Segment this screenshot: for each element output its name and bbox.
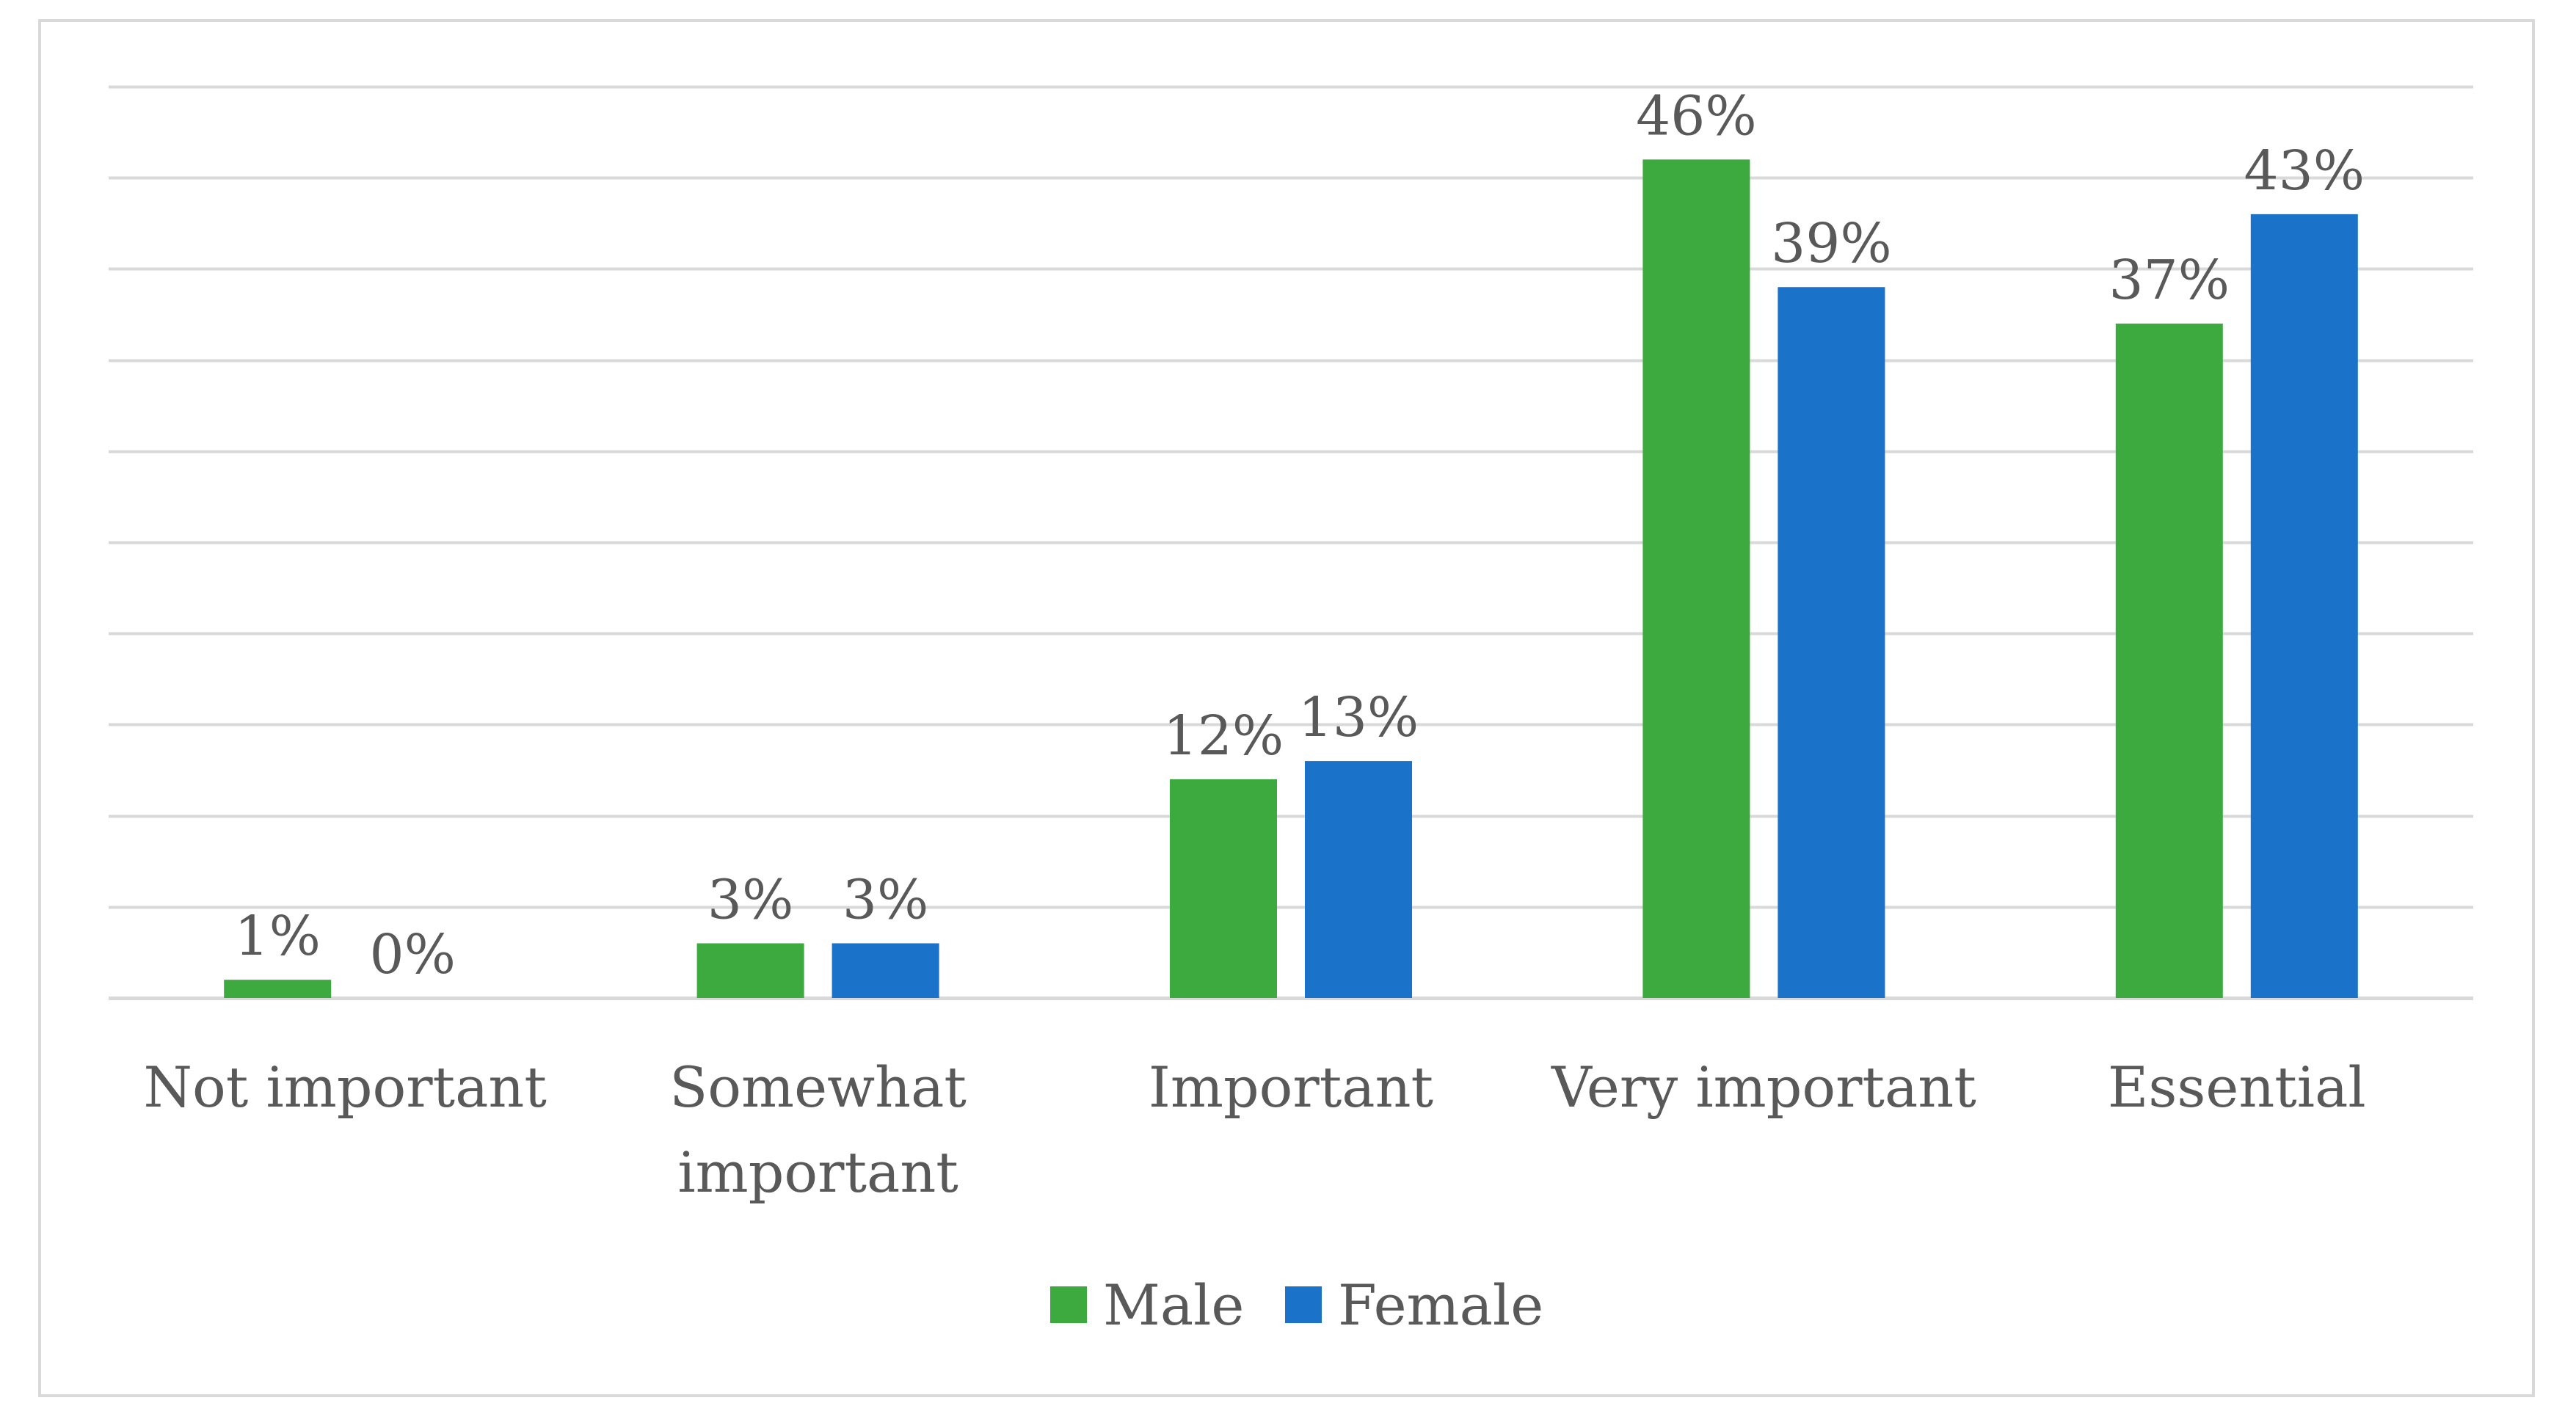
data-label: 46% <box>1636 84 1756 147</box>
data-label: 12% <box>1163 704 1284 768</box>
category-label: important <box>677 1140 958 1205</box>
category-label: Very important <box>1551 1054 1976 1120</box>
legend-label-female: Female <box>1338 1272 1543 1338</box>
data-label: 43% <box>2244 139 2365 203</box>
data-label: 3% <box>843 868 928 931</box>
legend-label-male: Male <box>1103 1272 1244 1338</box>
bar-male <box>1170 779 1277 998</box>
data-label: 37% <box>2109 249 2230 312</box>
legend-swatch-female <box>1285 1286 1322 1323</box>
legend-swatch-male <box>1050 1286 1087 1323</box>
category-label: Not important <box>143 1054 546 1120</box>
data-label: 1% <box>234 905 320 968</box>
bar-male <box>696 943 804 998</box>
data-label: 13% <box>1298 686 1419 749</box>
bar-male <box>1642 159 1750 999</box>
bar-female <box>832 943 939 998</box>
bar-female <box>2250 214 2358 998</box>
data-label: 39% <box>1771 212 1891 275</box>
data-label: 3% <box>707 868 793 931</box>
bar-male <box>2115 323 2223 998</box>
category-label: Important <box>1149 1054 1433 1120</box>
bar-female <box>1305 761 1412 998</box>
category-label: Essential <box>2108 1054 2366 1120</box>
data-label: 0% <box>369 923 455 986</box>
category-label: Somewhat <box>669 1054 967 1120</box>
bar-female <box>1778 287 1885 998</box>
bar-male <box>224 980 332 998</box>
